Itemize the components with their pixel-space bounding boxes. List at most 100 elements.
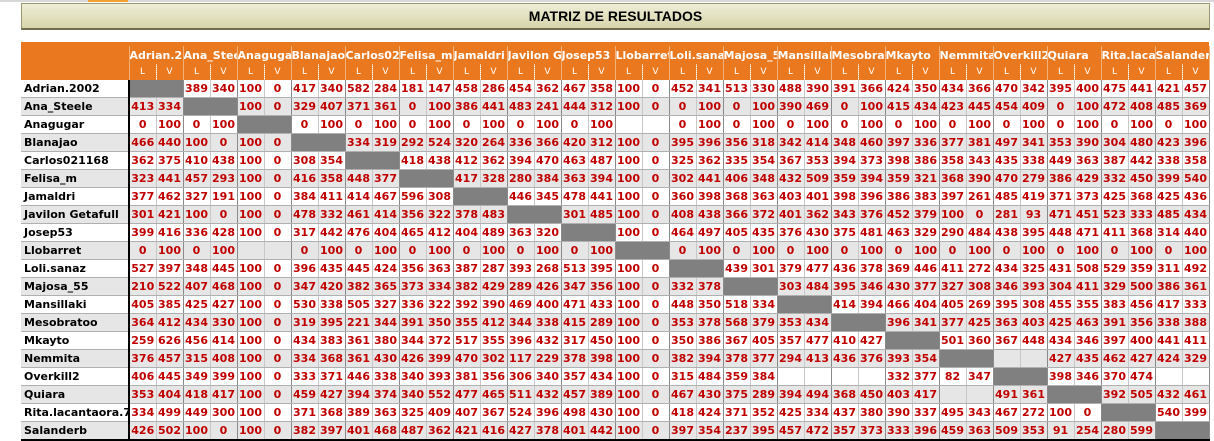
cell-v: 337 xyxy=(912,403,940,422)
cell-l: 466 xyxy=(885,295,913,314)
cell-v: 346 xyxy=(1074,331,1102,350)
cell-l: 397 xyxy=(885,133,913,152)
cell-l: 414 xyxy=(345,187,373,206)
cell-v: 369 xyxy=(1182,97,1210,116)
cell-v: 336 xyxy=(912,133,940,152)
cell-l: 371 xyxy=(1047,187,1075,206)
cell-v: 429 xyxy=(1074,169,1102,188)
cell-v: 388 xyxy=(1182,313,1210,332)
cell-l: 475 xyxy=(1101,80,1129,98)
cell-l: 485 xyxy=(1155,97,1183,116)
cell-l: 491 xyxy=(993,385,1021,404)
cell-v: 0 xyxy=(642,421,670,441)
cell-l: 403 xyxy=(885,385,913,404)
cell-l: 427 xyxy=(507,421,535,441)
cell-v: 338 xyxy=(1020,151,1048,170)
cell-l: 100 xyxy=(183,205,211,224)
cell-l: 396 xyxy=(885,313,913,332)
cell-v: 0 xyxy=(264,187,292,206)
cell-l: 518 xyxy=(723,295,751,314)
cell-l: 0 xyxy=(831,241,859,260)
cell-l: 426 xyxy=(399,349,427,368)
cell-v: 411 xyxy=(318,187,346,206)
cell-l: 259 xyxy=(129,331,157,350)
cell-l: 425 xyxy=(777,403,805,422)
cell-v: 366 xyxy=(966,80,994,98)
self-cell xyxy=(885,331,940,350)
cell-l: 364 xyxy=(129,313,157,332)
cell-l: 100 xyxy=(237,205,265,224)
cell-l: 527 xyxy=(129,259,157,278)
cell-l: 523 xyxy=(1101,205,1129,224)
cell-v: 354 xyxy=(750,151,778,170)
cell-l xyxy=(939,385,967,404)
cell-v: 395 xyxy=(588,259,616,278)
cell-v: 341 xyxy=(696,80,724,98)
cell-v: 100 xyxy=(480,115,508,134)
cell-v: 340 xyxy=(210,80,238,98)
cell-l: 425 xyxy=(183,295,211,314)
column-header: Overkill2 xyxy=(993,46,1048,64)
cell-v: 379 xyxy=(912,205,940,224)
cell-v: 399 xyxy=(210,367,238,386)
cell-l: 100 xyxy=(615,169,643,188)
cell-l: 399 xyxy=(1155,169,1183,188)
cell-v xyxy=(858,367,886,386)
cell-l: 320 xyxy=(453,133,481,152)
cell-v: 442 xyxy=(318,223,346,242)
cell-v: 362 xyxy=(480,151,508,170)
self-cell xyxy=(1155,421,1210,441)
cell-l: 439 xyxy=(723,259,751,278)
cell-l: 436 xyxy=(831,259,859,278)
cell-l: 379 xyxy=(777,259,805,278)
cell-v: 0 xyxy=(264,80,292,98)
cell-v: 390 xyxy=(804,80,832,98)
row-label: Mesobratoo xyxy=(21,313,130,332)
cell-l: 361 xyxy=(345,349,373,368)
cell-l: 467 xyxy=(993,403,1021,422)
cell-v: 420 xyxy=(318,277,346,296)
cell-v: 393 xyxy=(1020,277,1048,296)
cell-v: 480 xyxy=(1128,133,1156,152)
cell-l: 100 xyxy=(615,295,643,314)
cell-l: 434 xyxy=(183,313,211,332)
cell-v: 343 xyxy=(966,403,994,422)
cell-l: 425 xyxy=(1101,187,1129,206)
cell-l: 308 xyxy=(291,151,319,170)
column-sub-v: V xyxy=(912,64,940,80)
column-header: Carlos02 xyxy=(345,46,400,64)
table-row: Overkill2 406 445 349 399 100 0 333 371 446 338 340… xyxy=(21,367,1210,386)
cell-v: 400 xyxy=(534,295,562,314)
cell-l: 411 xyxy=(1101,223,1129,242)
cell-l: 210 xyxy=(129,277,157,296)
cell-l: 0 xyxy=(1047,97,1075,116)
cell-l: 448 xyxy=(1047,223,1075,242)
cell-l: 596 xyxy=(399,187,427,206)
cell-v: 100 xyxy=(210,115,238,134)
cell-l: 387 xyxy=(1101,151,1129,170)
cell-v: 522 xyxy=(156,277,184,296)
cell-v: 0 xyxy=(264,295,292,314)
cell-v: 368 xyxy=(1128,223,1156,242)
column-sub-l: L xyxy=(993,64,1021,80)
cell-l: 304 xyxy=(1047,277,1075,296)
cell-v: 318 xyxy=(750,133,778,152)
cell-l: 362 xyxy=(129,151,157,170)
cell-v: 413 xyxy=(804,349,832,368)
cell-l: 416 xyxy=(291,169,319,188)
cell-l: 361 xyxy=(345,331,373,350)
cell-v: 0 xyxy=(642,349,670,368)
cell-l: 315 xyxy=(183,349,211,368)
cell-l: 304 xyxy=(1101,133,1129,152)
cell-v: 334 xyxy=(156,97,184,116)
cell-v: 417 xyxy=(912,385,940,404)
cell-v: 484 xyxy=(966,223,994,242)
cell-l: 377 xyxy=(939,313,967,332)
cell-v: 0 xyxy=(642,277,670,296)
cell-v: 552 xyxy=(426,385,454,404)
cell-l: 434 xyxy=(993,259,1021,278)
column-sub-v: V xyxy=(1128,64,1156,80)
cell-l: 466 xyxy=(129,133,157,152)
self-cell xyxy=(399,169,454,188)
cell-v: 241 xyxy=(534,97,562,116)
